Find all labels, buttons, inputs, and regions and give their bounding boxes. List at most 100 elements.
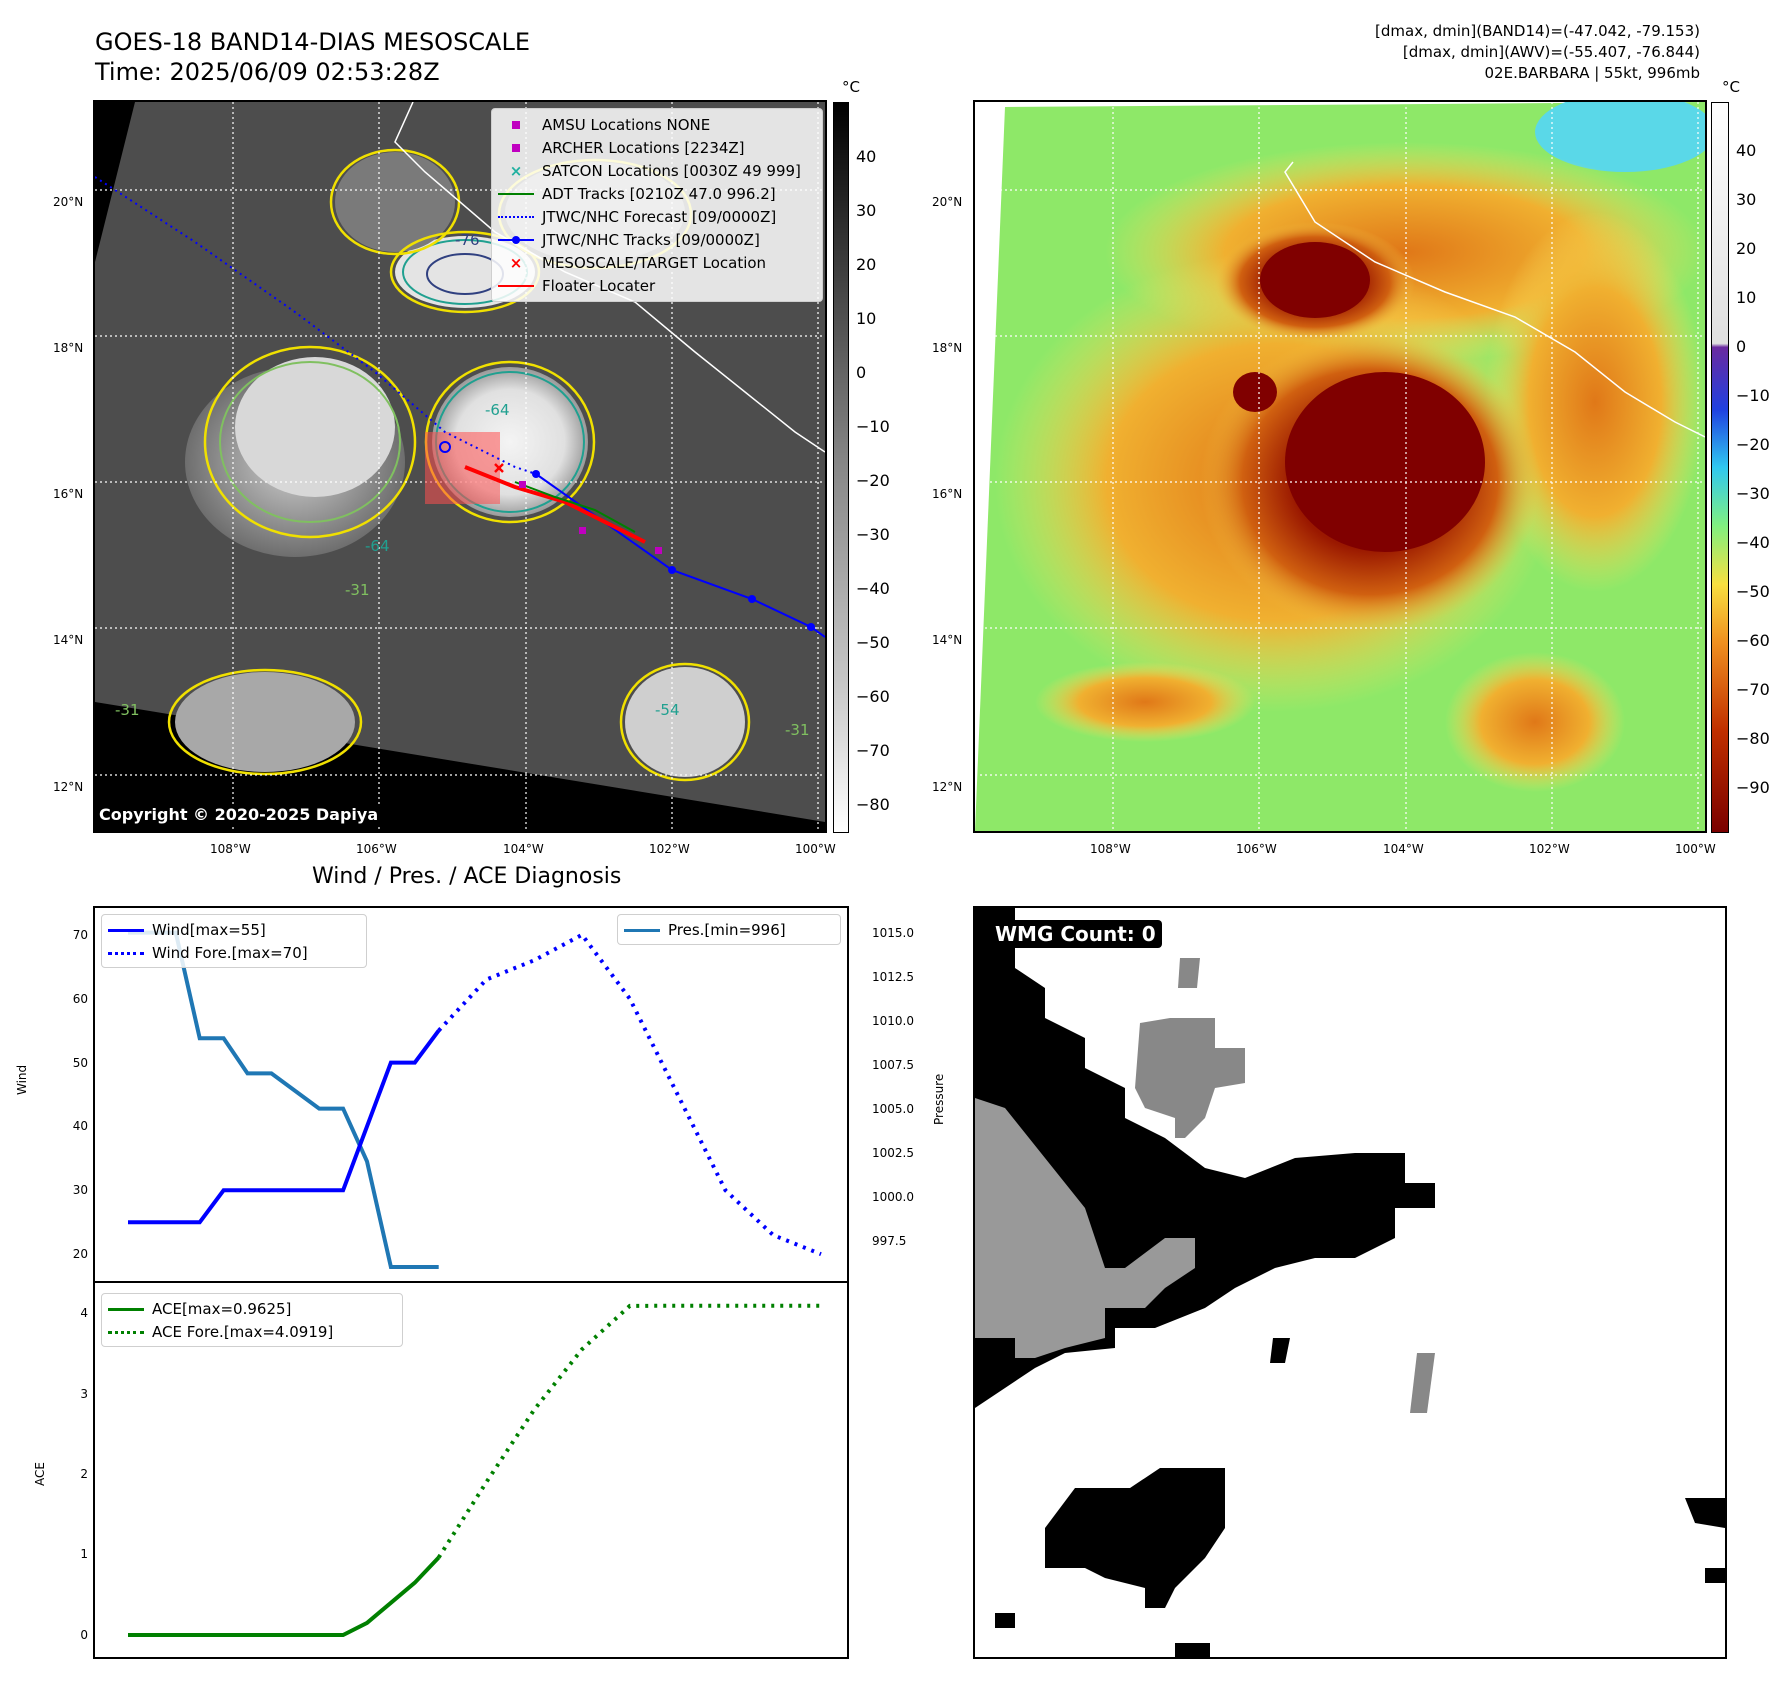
pressure-legend: Pres.[min=996] — [617, 914, 841, 945]
contour-label-1: -64 — [485, 401, 510, 419]
wind-tick-label: 40 — [72, 1119, 88, 1134]
right-colorbar-unit: °C — [1722, 78, 1740, 96]
pressure-tick-label: 997.5 — [872, 1233, 907, 1248]
copyright-label: Copyright © 2020-2025 Dapiya — [95, 804, 385, 825]
pressure-tick-label: 1007.5 — [872, 1057, 914, 1072]
wmg-mask-image — [975, 908, 1725, 1657]
ace-tick-label: 1 — [80, 1547, 88, 1562]
wind-tick-label: 20 — [72, 1247, 88, 1262]
wind-series-line — [128, 1029, 441, 1225]
band14-range-text: [dmax, dmin](BAND14)=(-47.042, -79.153) — [1375, 22, 1700, 40]
line-marker-icon — [108, 921, 144, 939]
legend-ace: ACE[max=0.9625] — [102, 1297, 402, 1320]
diagnosis-title: Wind / Pres. / ACE Diagnosis — [312, 864, 622, 889]
right-cb-tick: −90 — [1736, 778, 1770, 797]
right-colorbar — [1711, 102, 1729, 833]
right-cb-tick: 0 — [1736, 337, 1747, 356]
legend-adt: ADT Tracks [0210Z 47.0 996.2] — [492, 182, 822, 205]
legend-forecast-label: JTWC/NHC Forecast [09/0000Z] — [542, 207, 777, 226]
right-cb-tick: −10 — [1736, 386, 1770, 405]
right-cb-tick: −50 — [1736, 582, 1770, 601]
wind-tick-label: 70 — [72, 927, 88, 942]
left-cb-tick: −10 — [856, 417, 890, 436]
legend-ace-fore-label: ACE Fore.[max=4.0919] — [152, 1322, 334, 1341]
wind-tick-label: 50 — [72, 1055, 88, 1070]
legend-adt-label: ADT Tracks [0210Z 47.0 996.2] — [542, 184, 776, 203]
dotted-line-icon — [108, 1323, 144, 1341]
left-colorbar-unit: °C — [842, 78, 860, 96]
right-lat-label-20: 20°N — [932, 195, 963, 209]
contour-label-2: -64 — [365, 537, 390, 555]
contour-label-6: -31 — [785, 721, 810, 739]
right-lat-label-14: 14°N — [932, 633, 963, 647]
line-marker-icon — [498, 277, 534, 295]
legend-amsu: AMSU Locations NONE — [492, 113, 822, 136]
contour-label-4: -31 — [345, 581, 370, 599]
left-cb-tick: −50 — [856, 633, 890, 652]
legend-wind-fore-label: Wind Fore.[max=70] — [152, 943, 308, 962]
left-cb-tick: 40 — [856, 147, 877, 166]
ace-series-line — [128, 1556, 441, 1637]
right-cb-tick: 20 — [1736, 239, 1757, 258]
left-cb-tick: 0 — [856, 363, 867, 382]
left-cb-tick: 10 — [856, 309, 877, 328]
legend-floater: Floater Locater — [492, 274, 822, 297]
left-cb-tick: 20 — [856, 255, 877, 274]
right-lat-label-16: 16°N — [932, 487, 963, 501]
ace-panel: ACE[max=0.9625] ACE Fore.[max=4.0919] — [93, 1281, 849, 1659]
left-cb-tick: −20 — [856, 471, 890, 490]
legend-amsu-label: AMSU Locations NONE — [542, 115, 711, 134]
right-lon-label-104: 104°W — [1383, 842, 1424, 856]
right-lon-label-102: 102°W — [1529, 842, 1570, 856]
left-lat-label-20: 20°N — [53, 195, 84, 209]
legend-tracks: JTWC/NHC Tracks [09/0000Z] — [492, 228, 822, 251]
line-marker-icon — [108, 1300, 144, 1318]
left-lon-label-106: 106°W — [356, 842, 397, 856]
dotted-line-icon — [108, 944, 144, 962]
legend-target-label: MESOSCALE/TARGET Location — [542, 253, 767, 272]
line-dot-icon — [498, 231, 534, 249]
map-title-line2: Time: 2025/06/09 02:53:28Z — [95, 58, 440, 86]
legend-pressure-label: Pres.[min=996] — [668, 920, 786, 939]
left-cb-tick: −60 — [856, 687, 890, 706]
left-cb-tick: −40 — [856, 579, 890, 598]
band14-map-panel: Copyright © 2020-2025 Dapiya -64 -64 -76… — [93, 100, 827, 833]
contour-label-3: -76 — [455, 231, 480, 249]
dotted-line-icon — [498, 208, 534, 226]
pressure-tick-label: 1012.5 — [872, 969, 914, 984]
legend-forecast: JTWC/NHC Forecast [09/0000Z] — [492, 205, 822, 228]
wind-legend: Wind[max=55] Wind Fore.[max=70] — [101, 914, 367, 968]
ace-tick-label: 2 — [80, 1467, 88, 1482]
left-lon-label-102: 102°W — [649, 842, 690, 856]
right-lon-label-106: 106°W — [1236, 842, 1277, 856]
ace-tick-label: 0 — [80, 1627, 88, 1642]
wind-axis-label: Wind — [15, 1064, 29, 1095]
legend-ace-label: ACE[max=0.9625] — [152, 1299, 292, 1318]
left-lon-label-108: 108°W — [210, 842, 251, 856]
right-cb-tick: −20 — [1736, 435, 1770, 454]
right-cb-tick: 40 — [1736, 141, 1757, 160]
right-cb-tick: 30 — [1736, 190, 1757, 209]
legend-wind: Wind[max=55] — [102, 918, 366, 941]
left-lon-label-100: 100°W — [795, 842, 836, 856]
right-lat-label-18: 18°N — [932, 341, 963, 355]
right-lon-label-108: 108°W — [1090, 842, 1131, 856]
left-lat-label-12: 12°N — [53, 780, 84, 794]
left-colorbar — [833, 102, 849, 833]
line-marker-icon — [624, 921, 660, 939]
wind-tick-label: 30 — [72, 1183, 88, 1198]
left-lat-label-18: 18°N — [53, 341, 84, 355]
ace-legend: ACE[max=0.9625] ACE Fore.[max=4.0919] — [101, 1293, 403, 1347]
legend-archer: ARCHER Locations [2234Z] — [492, 136, 822, 159]
right-cb-tick: −80 — [1736, 729, 1770, 748]
right-cb-tick: −40 — [1736, 533, 1770, 552]
right-lon-label-100: 100°W — [1675, 842, 1716, 856]
pressure-axis-label: Pressure — [932, 1073, 946, 1125]
legend-tracks-label: JTWC/NHC Tracks [09/0000Z] — [542, 230, 760, 249]
wmg-panel: WMG Count: 0 — [973, 906, 1727, 1659]
square-marker-icon — [498, 116, 534, 134]
line-marker-icon — [498, 185, 534, 203]
left-lat-label-16: 16°N — [53, 487, 84, 501]
legend-floater-label: Floater Locater — [542, 276, 656, 295]
left-cb-tick: −30 — [856, 525, 890, 544]
